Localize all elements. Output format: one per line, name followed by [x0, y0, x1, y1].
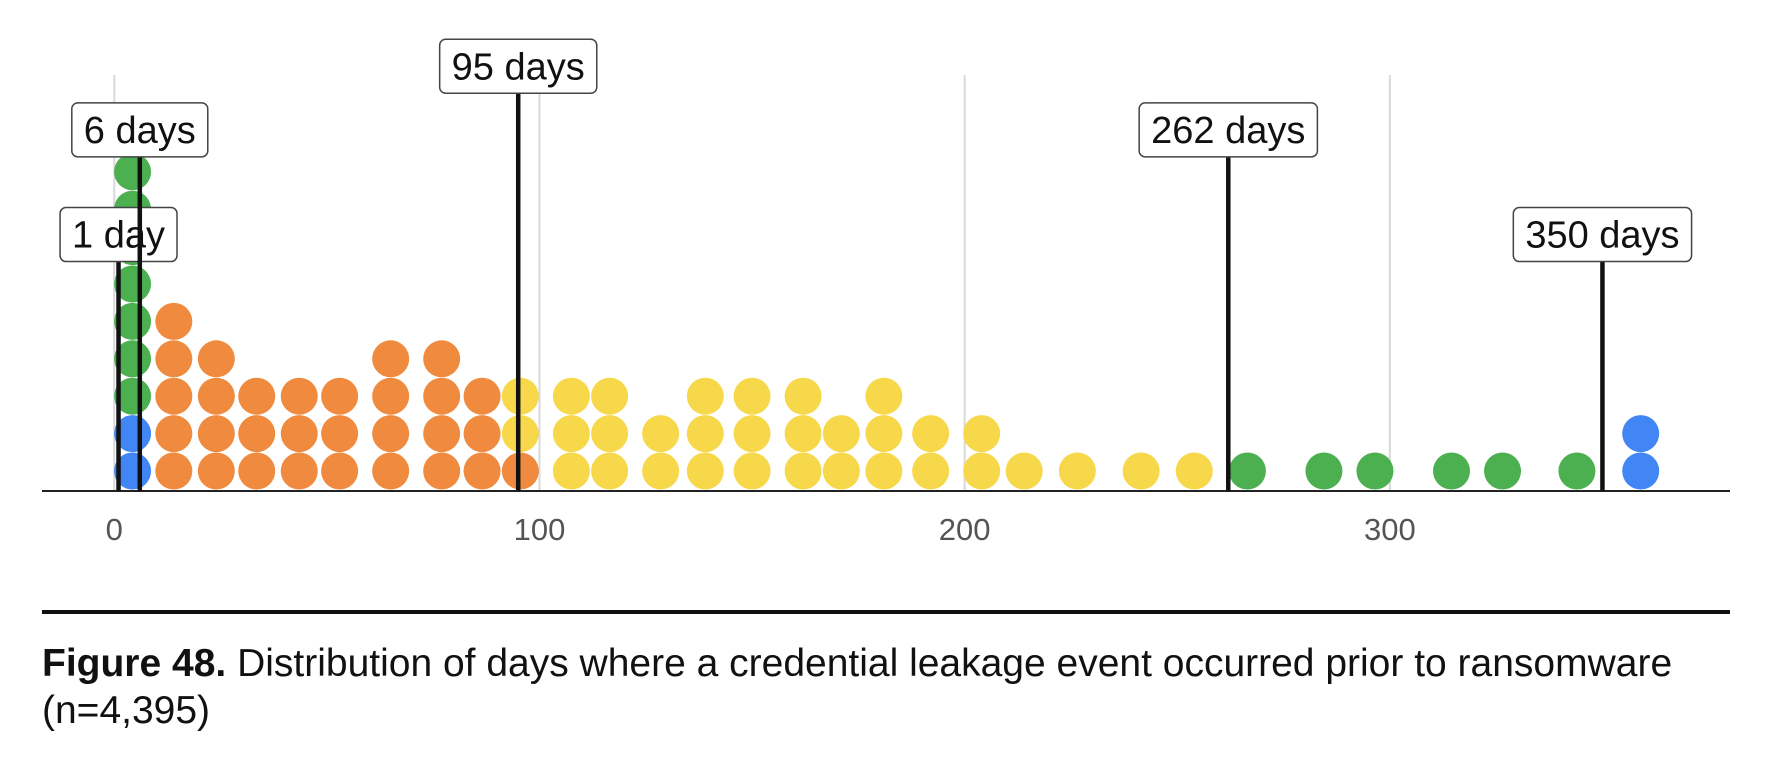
marker-label-text-1: 6 days — [84, 110, 196, 152]
data-point-78 — [1622, 452, 1660, 490]
data-point-50 — [686, 452, 724, 490]
data-point-67 — [963, 415, 1001, 453]
data-point-30 — [372, 377, 410, 415]
data-point-60 — [822, 415, 860, 453]
data-point-16 — [197, 415, 235, 453]
data-point-53 — [733, 452, 771, 490]
data-point-17 — [197, 377, 235, 415]
data-point-24 — [280, 377, 318, 415]
marker-label-box-2 — [438, 38, 598, 95]
data-point-48 — [642, 452, 680, 490]
data-point-64 — [912, 452, 950, 490]
data-point-10 — [155, 452, 193, 490]
data-point-47 — [591, 377, 629, 415]
data-point-29 — [372, 415, 410, 453]
data-point-59 — [822, 452, 860, 490]
data-point-23 — [280, 415, 318, 453]
data-point-75 — [1433, 452, 1471, 490]
marker-label-box-1 — [71, 102, 209, 158]
marker-label-text-2: 95 days — [452, 46, 585, 88]
data-point-32 — [423, 452, 461, 490]
dot-strip-chart: 0 100 200 300 1 day 6 days 95 days 262 days 350… — [42, 38, 1730, 547]
data-point-11 — [155, 415, 193, 453]
figure-number: Figure 48. — [42, 642, 227, 685]
data-point-77 — [1558, 452, 1596, 490]
data-point-72 — [1228, 452, 1266, 490]
data-point-45 — [591, 452, 629, 490]
data-point-22 — [280, 452, 318, 490]
data-point-51 — [686, 415, 724, 453]
marker-label-3: 262 days — [1138, 102, 1319, 158]
data-point-15 — [197, 452, 235, 490]
figure-caption-text: Distribution of days where a credential … — [42, 642, 1673, 732]
data-point-58 — [784, 377, 822, 415]
data-point-37 — [463, 415, 501, 453]
data-point-65 — [912, 415, 950, 453]
data-point-68 — [1005, 452, 1043, 490]
data-point-28 — [372, 452, 410, 490]
data-point-73 — [1305, 452, 1343, 490]
x-tick-label-300: 300 — [1364, 512, 1416, 547]
data-point-34 — [423, 377, 461, 415]
marker-label-1: 6 days — [71, 102, 209, 158]
data-point-49 — [642, 415, 680, 453]
data-point-33 — [423, 415, 461, 453]
data-point-19 — [238, 452, 276, 490]
data-point-46 — [591, 415, 629, 453]
data-point-43 — [552, 415, 590, 453]
x-tick-label-0: 0 — [106, 512, 123, 547]
data-point-57 — [784, 415, 822, 453]
data-point-21 — [238, 377, 276, 415]
data-point-69 — [1058, 452, 1096, 490]
x-tick-label-100: 100 — [514, 512, 566, 547]
data-point-36 — [463, 452, 501, 490]
data-point-52 — [686, 377, 724, 415]
data-point-44 — [552, 377, 590, 415]
marker-label-box-0 — [59, 206, 178, 263]
x-tick-label-200: 200 — [939, 512, 991, 547]
data-point-56 — [784, 452, 822, 490]
marker-label-box-3 — [1138, 102, 1319, 158]
data-point-18 — [197, 340, 235, 378]
figure-caption: Figure 48. Distribution of days where a … — [42, 640, 1732, 734]
caption-rule — [42, 610, 1730, 614]
marker-label-text-0: 1 day — [72, 215, 165, 257]
data-point-66 — [963, 452, 1001, 490]
data-point-42 — [552, 452, 590, 490]
marker-label-4: 350 days — [1512, 206, 1693, 263]
x-axis: 0 100 200 300 — [42, 490, 1730, 547]
data-point-13 — [155, 340, 193, 378]
data-point-54 — [733, 415, 771, 453]
data-point-70 — [1122, 452, 1160, 490]
data-point-74 — [1356, 452, 1394, 490]
data-point-14 — [155, 302, 193, 340]
data-point-79 — [1622, 415, 1660, 453]
data-point-38 — [463, 377, 501, 415]
marker-label-2: 95 days — [438, 38, 598, 95]
day-markers: 1 day 6 days 95 days 262 days 350 days — [59, 38, 1693, 491]
data-point-76 — [1484, 452, 1522, 490]
marker-label-text-4: 350 days — [1525, 215, 1679, 257]
data-point-31 — [372, 340, 410, 378]
data-point-20 — [238, 415, 276, 453]
marker-label-text-3: 262 days — [1151, 110, 1305, 152]
data-point-27 — [321, 377, 359, 415]
data-point-8 — [114, 153, 152, 191]
data-point-12 — [155, 377, 193, 415]
data-point-63 — [865, 377, 903, 415]
marker-label-box-4 — [1512, 206, 1693, 263]
data-dots — [114, 115, 1660, 490]
data-point-62 — [865, 415, 903, 453]
data-point-35 — [423, 340, 461, 378]
data-point-61 — [865, 452, 903, 490]
marker-label-0: 1 day — [59, 206, 178, 263]
data-point-26 — [321, 415, 359, 453]
data-point-71 — [1175, 452, 1213, 490]
data-point-55 — [733, 377, 771, 415]
data-point-25 — [321, 452, 359, 490]
